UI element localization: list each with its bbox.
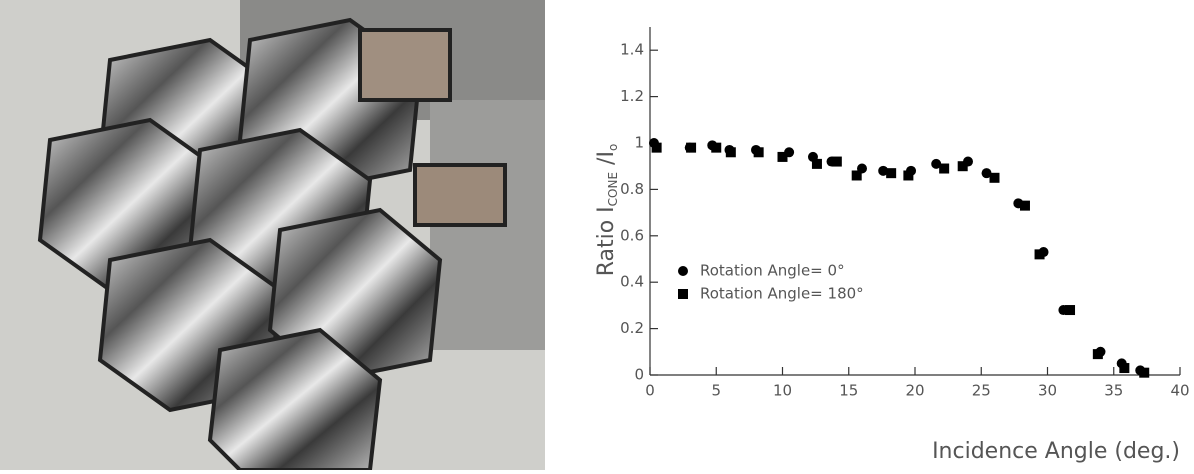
y-tick-label: 1 [634,134,644,152]
y-tick-label: 0.8 [620,180,644,198]
y-label-subscript: CONE [606,172,620,206]
point [1092,349,1103,360]
x-axis-label: Incidence Angle (deg.) [932,439,1180,464]
photo [0,0,545,472]
x-tick-label: 15 [839,382,858,400]
legend-marker [678,289,688,299]
point [1065,305,1076,316]
y-tick-label: 1.4 [620,41,644,59]
point [939,163,950,174]
point [711,142,722,153]
y-tick-label: 0.4 [620,273,644,291]
y-axis-label: Ratio ICONE /Io [594,144,620,277]
x-tick-label: 0 [645,382,655,400]
point [725,147,736,158]
point [878,165,889,176]
legend-marker [678,266,688,276]
y-tick-label: 0.6 [620,226,644,244]
point [811,158,822,169]
point [831,156,842,167]
x-tick-label: 5 [711,382,721,400]
y-tick-label: 1.2 [620,87,644,105]
y-tick-label: 0.2 [620,319,644,337]
x-tick-label: 10 [773,382,792,400]
point [777,151,788,162]
point [1034,249,1045,260]
point [753,147,764,158]
legend-label: Rotation Angle= 0° [700,262,845,280]
x-tick-label: 30 [1038,382,1057,400]
x-tick-label: 35 [1104,382,1123,400]
point [931,158,942,169]
point [851,170,862,181]
point [1119,363,1130,374]
y-label-subscript: o [606,144,620,151]
point [981,168,992,179]
point [989,172,1000,183]
x-tick-label: 25 [972,382,991,400]
x-tick-label: 40 [1170,382,1189,400]
point [1019,200,1030,211]
point [686,142,697,153]
point [886,168,897,179]
point [651,142,662,153]
legend-label: Rotation Angle= 180° [700,285,864,303]
point [1139,367,1150,378]
x-tick-label: 20 [905,382,924,400]
y-tick-label: 0 [634,366,644,384]
y-label-part: /I [594,151,619,172]
point [903,170,914,181]
point [957,161,968,172]
y-label-part: Ratio I [594,206,619,276]
